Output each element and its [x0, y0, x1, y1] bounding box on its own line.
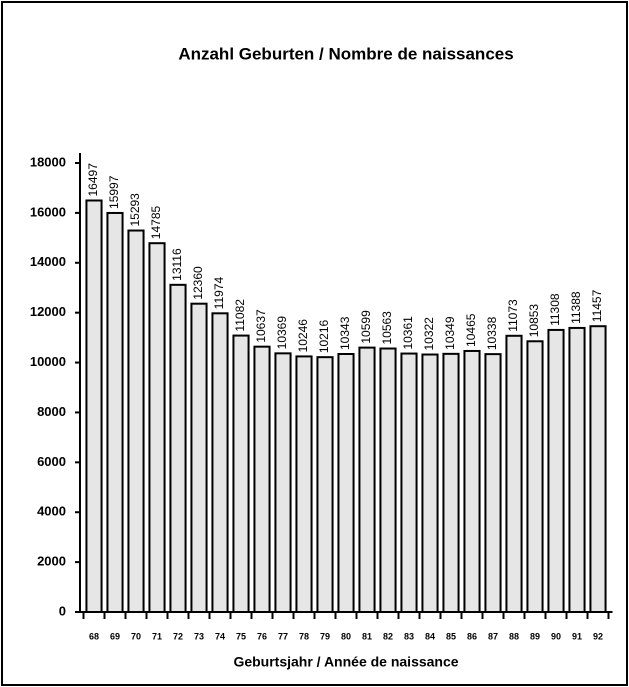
value-label: 10343	[338, 316, 352, 350]
value-label: 10369	[275, 316, 289, 350]
value-label: 11388	[569, 291, 583, 324]
x-tick-label: 77	[278, 631, 288, 641]
x-tick-label: 69	[110, 631, 120, 641]
x-tick-label: 68	[89, 631, 99, 641]
x-tick-label: 92	[593, 631, 603, 641]
x-tick-label: 79	[320, 631, 330, 641]
bar	[148, 242, 166, 614]
bar	[400, 352, 418, 613]
x-tick-label: 80	[341, 631, 351, 641]
bar	[106, 211, 124, 613]
bar	[274, 352, 292, 613]
x-tick-label: 84	[425, 631, 435, 641]
bar	[547, 328, 565, 613]
y-tick-label: 18000	[30, 154, 66, 169]
value-label: 10246	[296, 319, 310, 353]
bar	[463, 349, 481, 613]
y-tick-label: 14000	[30, 254, 66, 269]
value-label: 10361	[401, 316, 415, 350]
y-tick-label: 6000	[37, 454, 66, 469]
x-tick-label: 91	[572, 631, 582, 641]
value-label: 13116	[170, 248, 184, 281]
x-tick-label: 74	[215, 631, 225, 641]
value-label: 10465	[464, 313, 478, 347]
x-tick-label: 85	[446, 631, 456, 641]
x-tick-label: 72	[173, 631, 183, 641]
value-label: 15293	[128, 193, 142, 227]
bar	[211, 312, 229, 613]
x-tick-label: 73	[194, 631, 204, 641]
chart-title: Anzahl Geburten / Nombre de naissances	[178, 44, 513, 63]
bar	[169, 283, 187, 613]
x-tick-label: 70	[131, 631, 141, 641]
value-label: 16497	[86, 163, 100, 197]
value-label: 11974	[212, 277, 226, 310]
value-label: 10216	[317, 319, 331, 353]
bar	[358, 346, 376, 613]
x-tick-label: 88	[509, 631, 519, 641]
x-axis-label: Geburtsjahr / Année de naissance	[233, 654, 458, 670]
value-label: 10322	[422, 317, 436, 351]
x-tick-label: 86	[467, 631, 477, 641]
x-tick-label: 78	[299, 631, 309, 641]
y-tick-label: 10000	[30, 354, 66, 369]
bar	[190, 302, 208, 613]
y-tick-label: 12000	[30, 304, 66, 319]
bar	[421, 353, 439, 613]
value-label: 11073	[506, 299, 520, 332]
x-tick-label: 87	[488, 631, 498, 641]
y-tick-label: 16000	[30, 204, 66, 219]
y-tick-label: 8000	[37, 404, 66, 419]
bar	[526, 340, 544, 613]
value-label: 11308	[548, 293, 562, 326]
x-tick-label: 82	[383, 631, 393, 641]
y-tick-label: 2000	[37, 554, 66, 569]
value-label: 10349	[443, 316, 457, 350]
bar	[484, 353, 502, 613]
value-label: 11457	[590, 289, 604, 322]
y-tick-label: 4000	[37, 504, 66, 519]
bar	[253, 345, 271, 613]
bar	[337, 352, 355, 613]
y-tick-label: 0	[59, 603, 66, 618]
value-label: 10338	[485, 316, 499, 350]
value-label: 11082	[233, 299, 247, 332]
x-tick-label: 89	[530, 631, 540, 641]
value-label: 10563	[380, 311, 394, 345]
x-tick-label: 81	[362, 631, 372, 641]
x-tick-label: 71	[152, 631, 162, 641]
x-tick-label: 75	[236, 631, 246, 641]
bar	[442, 352, 460, 613]
value-label: 14785	[149, 206, 163, 240]
bar	[505, 334, 523, 613]
x-tick-label: 90	[551, 631, 561, 641]
bar	[568, 326, 586, 613]
x-tick-label: 76	[257, 631, 267, 641]
bar	[589, 325, 607, 613]
bar	[85, 199, 103, 614]
bar	[316, 356, 334, 613]
bar	[295, 355, 313, 613]
value-label: 10637	[254, 309, 268, 343]
value-label: 10599	[359, 310, 373, 344]
x-tick-label: 83	[404, 631, 414, 641]
bar	[232, 334, 250, 613]
value-label: 15997	[107, 175, 121, 209]
bar	[379, 347, 397, 613]
bar	[127, 229, 145, 614]
value-label: 12360	[191, 266, 205, 300]
value-label: 10853	[527, 304, 541, 338]
